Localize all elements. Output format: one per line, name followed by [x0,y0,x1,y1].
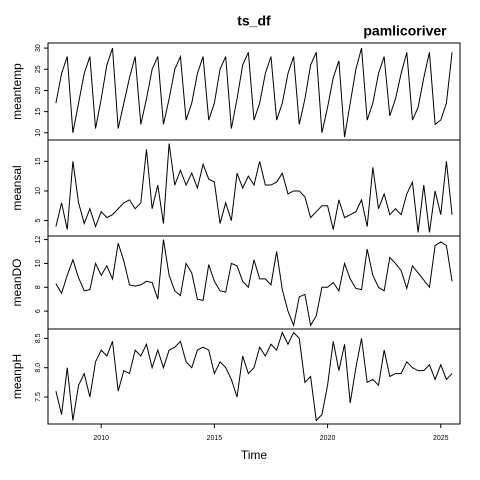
series-line [55,331,453,422]
x-axis-label: Time [241,448,268,462]
y-tick-label: 5 [35,219,42,223]
panel-frame [47,235,461,330]
panel-frame [47,328,461,425]
series-line [55,143,453,233]
y-axis-label: meanpH [10,354,24,399]
y-tick-label: 15 [35,157,42,165]
x-tick-label: 2020 [320,435,336,442]
y-tick-label: 15 [35,108,42,116]
x-tick-label: 2015 [207,435,223,442]
y-axis-label: meansal [10,165,24,210]
x-tick-label: 2010 [93,435,109,442]
y-axis-label: meanDO [10,258,24,306]
y-tick-label: 10 [35,259,42,267]
y-tick-label: 6 [35,309,42,313]
y-tick-label: 8 [35,285,42,289]
y-tick-label: 25 [35,65,42,73]
y-axis-label: meantemp [10,63,24,120]
y-tick-label: 12 [35,236,42,244]
panel-frame [47,139,461,237]
y-tick-label: 8.0 [35,363,42,373]
y-tick-label: 7.5 [35,392,42,402]
y-tick-label: 30 [35,44,42,52]
y-tick-label: 10 [35,187,42,195]
y-tick-label: 8.5 [35,333,42,343]
x-tick-label: 2025 [433,435,449,442]
y-tick-label: 10 [35,129,42,137]
series-line [55,47,453,138]
series-line [55,239,453,328]
y-tick-label: 20 [35,86,42,94]
chart-subtitle: pamlicoriver [363,23,447,39]
chart-title: ts_df [237,13,271,29]
